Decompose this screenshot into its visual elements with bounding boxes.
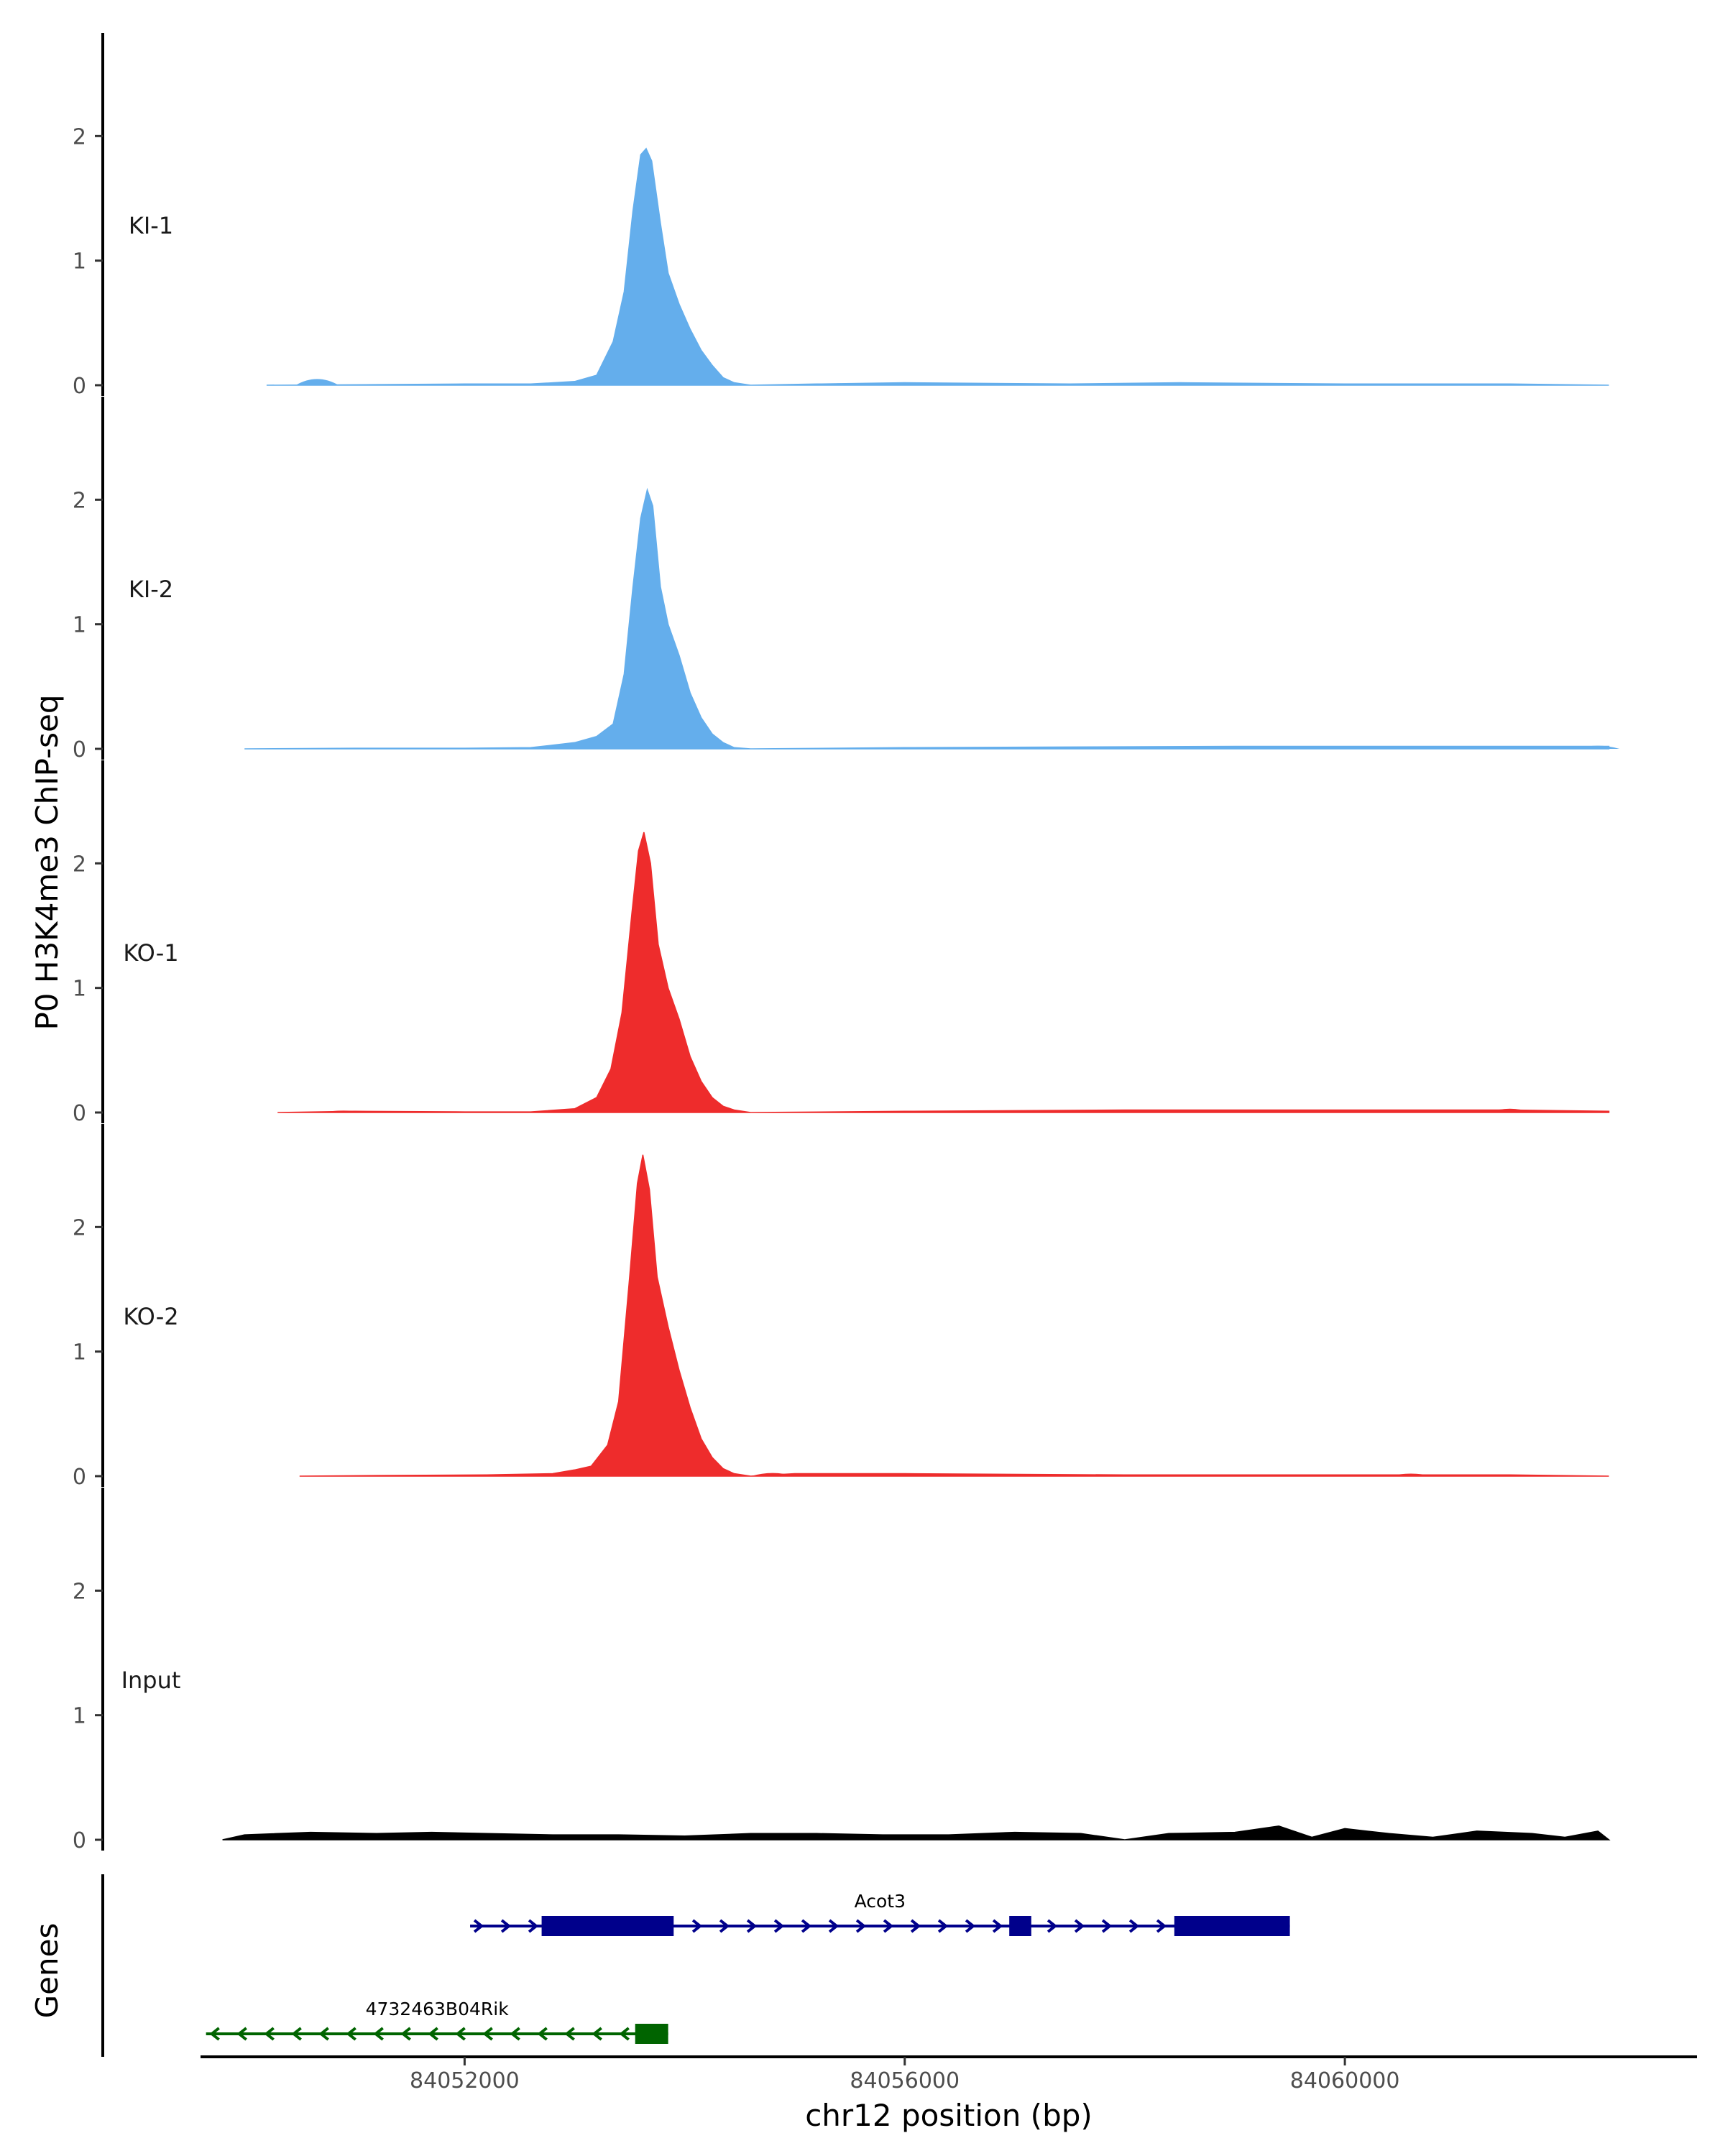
gene-4732463b04rik: 4732463B04Rik bbox=[206, 1999, 668, 2044]
strand-arrow bbox=[592, 2027, 602, 2041]
strand-arrow bbox=[291, 2027, 302, 2041]
strand-arrow bbox=[537, 2027, 548, 2041]
strand-arrow bbox=[455, 2027, 466, 2041]
strand-arrow bbox=[828, 1919, 840, 1933]
gene-acot3: Acot3 bbox=[470, 1891, 1290, 1936]
exon-block bbox=[635, 2024, 668, 2044]
strand-arrow bbox=[1046, 1919, 1058, 1933]
track-ki-1: 0 1 2 KI-1 bbox=[73, 33, 1609, 399]
exon-block bbox=[1174, 1916, 1290, 1936]
strand-arrow bbox=[1156, 1919, 1167, 1933]
track-ko-2: 0 1 2 KO-2 bbox=[73, 1124, 1609, 1490]
strand-arrow bbox=[746, 1919, 758, 1933]
signal-bump bbox=[1488, 1108, 1532, 1112]
exon-block bbox=[1009, 1916, 1031, 1936]
y-tick-label: 2 bbox=[73, 1215, 86, 1240]
strand-arrow bbox=[564, 2027, 575, 2041]
signal-area bbox=[266, 147, 1609, 386]
signal-bump bbox=[1576, 745, 1620, 749]
track-label: KO-1 bbox=[123, 939, 178, 967]
x-tick-label: 84052000 bbox=[410, 2068, 520, 2093]
y-tick-label: 0 bbox=[73, 737, 86, 763]
signal-bump bbox=[1389, 1473, 1432, 1476]
strand-arrow bbox=[428, 2027, 438, 2041]
track-label: Input bbox=[121, 1667, 181, 1694]
signal-area bbox=[244, 487, 1610, 750]
strand-arrow bbox=[1074, 1919, 1085, 1933]
x-tick-label: 84056000 bbox=[850, 2068, 960, 2093]
exon-block bbox=[541, 1916, 674, 1936]
y-tick-label: 0 bbox=[73, 1465, 86, 1490]
strand-arrow bbox=[500, 1919, 512, 1933]
y-tick-label: 2 bbox=[73, 488, 86, 513]
strand-arrow bbox=[482, 2027, 493, 2041]
track-label: KI-1 bbox=[129, 212, 173, 239]
signal-area bbox=[299, 1154, 1609, 1477]
gene-name-label: 4732463B04Rik bbox=[366, 1999, 510, 2019]
signal-area bbox=[277, 831, 1610, 1113]
strand-arrow bbox=[773, 1919, 785, 1933]
y-tick-label: 1 bbox=[73, 1704, 86, 1729]
strand-arrow bbox=[236, 2027, 247, 2041]
strand-arrow bbox=[473, 1919, 484, 1933]
strand-arrow bbox=[937, 1919, 949, 1933]
signal-bump bbox=[295, 379, 339, 385]
signal-area bbox=[222, 1825, 1611, 1841]
y-tick-label: 0 bbox=[73, 374, 86, 399]
y-tick-label: 1 bbox=[73, 249, 86, 275]
signal-bump bbox=[322, 1110, 366, 1112]
strand-arrow bbox=[1128, 1919, 1140, 1933]
strand-arrow bbox=[346, 2027, 356, 2041]
signal-bump bbox=[905, 1473, 949, 1476]
strand-arrow bbox=[992, 1919, 1003, 1933]
gene-track: Acot3 4732463B04Rik bbox=[101, 1874, 1290, 2057]
strand-arrow bbox=[510, 2027, 520, 2041]
y-tick-label: 2 bbox=[73, 852, 86, 877]
strand-arrow bbox=[965, 1919, 976, 1933]
x-axis-title: chr12 position (bp) bbox=[805, 2098, 1092, 2133]
x-axis: 84052000 84056000 84060000 bbox=[201, 2055, 1697, 2093]
gene-name-label: Acot3 bbox=[855, 1891, 906, 1912]
strand-arrow bbox=[910, 1919, 921, 1933]
signal-bump bbox=[1224, 746, 1268, 749]
y-tick-label: 1 bbox=[73, 613, 86, 638]
signal-bump bbox=[751, 1473, 795, 1476]
strand-arrow bbox=[318, 2027, 329, 2041]
signal-tracks: 0 1 2 KI-1 0 1 2 KI-2 0 1 2 KO-1 0 1 2 KO-2 0 1 2 Input bbox=[73, 33, 1620, 1853]
genes-axis-title: Genes bbox=[29, 1923, 65, 2019]
y-tick-label: 1 bbox=[73, 1340, 86, 1365]
track-input: 0 1 2 Input bbox=[73, 1488, 1611, 1853]
y-axis-title: P0 H3K4me3 ChIP-seq bbox=[29, 694, 65, 1030]
y-tick-label: 1 bbox=[73, 977, 86, 1002]
track-label: KI-2 bbox=[129, 576, 173, 603]
track-ko-1: 0 1 2 KO-1 bbox=[73, 760, 1610, 1126]
strand-arrow bbox=[400, 2027, 411, 2041]
y-tick-label: 2 bbox=[73, 124, 86, 149]
x-tick-label: 84060000 bbox=[1290, 2068, 1400, 2093]
signal-bump bbox=[1125, 382, 1169, 385]
strand-arrow bbox=[855, 1919, 867, 1933]
strand-arrow bbox=[528, 1919, 539, 1933]
strand-arrow bbox=[1101, 1919, 1113, 1933]
signal-bump bbox=[1444, 384, 1488, 385]
y-tick-label: 0 bbox=[73, 1828, 86, 1853]
strand-arrow bbox=[209, 2027, 220, 2041]
strand-arrow bbox=[691, 1919, 703, 1933]
y-tick-label: 0 bbox=[73, 1101, 86, 1126]
signal-bump bbox=[1103, 1110, 1146, 1112]
strand-arrow bbox=[619, 2027, 630, 2041]
track-label: KO-2 bbox=[123, 1303, 178, 1330]
signal-bump bbox=[1466, 746, 1510, 749]
signal-bump bbox=[1037, 747, 1081, 749]
y-tick-label: 2 bbox=[73, 1579, 86, 1604]
strand-arrow bbox=[719, 1919, 730, 1933]
track-ki-2: 0 1 2 KI-2 bbox=[73, 397, 1620, 763]
strand-arrow bbox=[373, 2027, 384, 2041]
strand-arrow bbox=[883, 1919, 894, 1933]
strand-arrow bbox=[264, 2027, 275, 2041]
signal-bump bbox=[816, 383, 860, 385]
strand-arrow bbox=[801, 1919, 812, 1933]
